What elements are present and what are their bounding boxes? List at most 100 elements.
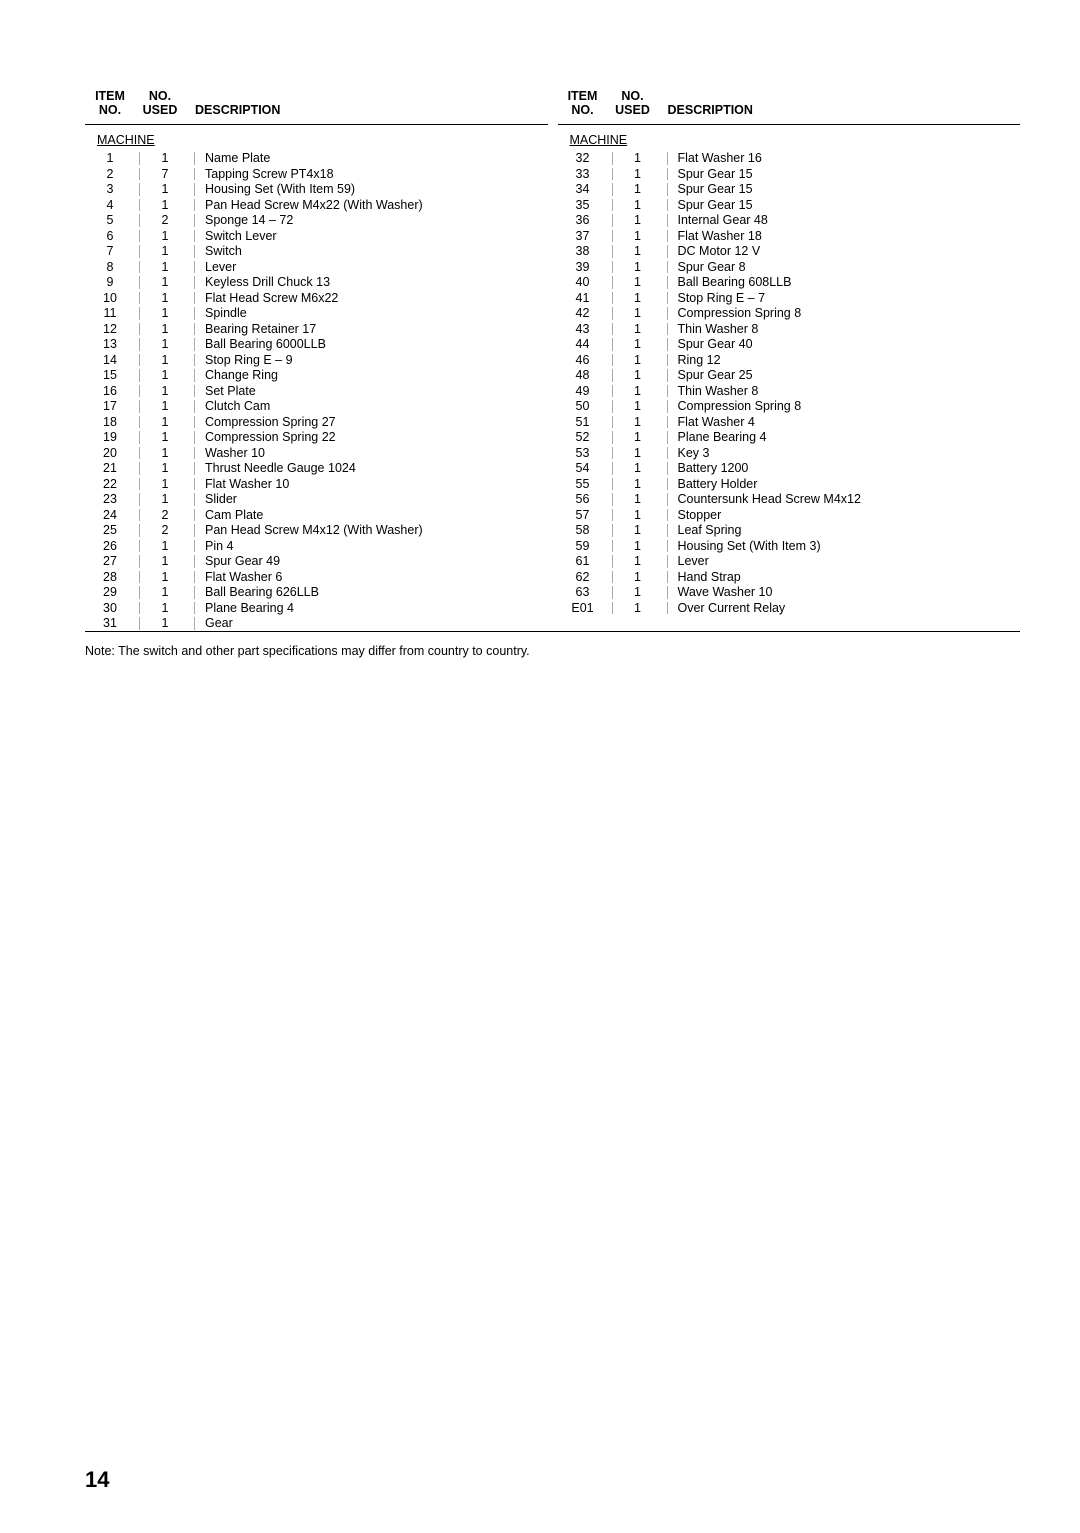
cell-description: Ball Bearing 608LLB: [668, 276, 1021, 289]
table-row: 252Pan Head Screw M4x12 (With Washer): [85, 523, 548, 539]
header-used-line2: USED: [143, 103, 178, 117]
cell-item-no: 63: [558, 586, 613, 599]
cell-item-no: 16: [85, 385, 140, 398]
cell-no-used: 1: [613, 571, 668, 584]
cell-no-used: 1: [140, 183, 195, 196]
cell-description: Pan Head Screw M4x12 (With Washer): [195, 524, 548, 537]
cell-item-no: 37: [558, 230, 613, 243]
cell-no-used: 1: [613, 323, 668, 336]
cell-description: Plane Bearing 4: [668, 431, 1021, 444]
table-row: 361Internal Gear 48: [558, 213, 1021, 229]
cell-description: Clutch Cam: [195, 400, 548, 413]
cell-item-no: 29: [85, 586, 140, 599]
cell-item-no: 54: [558, 462, 613, 475]
cell-description: Stopper: [668, 509, 1021, 522]
table-row: 531Key 3: [558, 445, 1021, 461]
cell-description: Over Current Relay: [668, 602, 1021, 615]
cell-no-used: 1: [613, 261, 668, 274]
cell-item-no: 26: [85, 540, 140, 553]
table-row: 511Flat Washer 4: [558, 414, 1021, 430]
table-row: 311Gear: [85, 616, 548, 632]
table-row: 221Flat Washer 10: [85, 476, 548, 492]
cell-item-no: 32: [558, 152, 613, 165]
cell-description: Keyless Drill Chuck 13: [195, 276, 548, 289]
cell-no-used: 1: [613, 462, 668, 475]
cell-item-no: 15: [85, 369, 140, 382]
cell-item-no: 40: [558, 276, 613, 289]
cell-item-no: 24: [85, 509, 140, 522]
cell-description: Cam Plate: [195, 509, 548, 522]
cell-no-used: 1: [613, 168, 668, 181]
cell-description: Flat Washer 4: [668, 416, 1021, 429]
cell-item-no: 58: [558, 524, 613, 537]
cell-no-used: 1: [140, 261, 195, 274]
cell-no-used: 1: [140, 447, 195, 460]
cell-no-used: 1: [140, 292, 195, 305]
cell-description: DC Motor 12 V: [668, 245, 1021, 258]
parts-table: ITEM NO. NO. USED DESCRIPTION MACHINE 11…: [85, 90, 1020, 632]
column-header: ITEM NO. NO. USED DESCRIPTION: [558, 90, 1021, 125]
cell-item-no: 51: [558, 416, 613, 429]
cell-description: Flat Washer 18: [668, 230, 1021, 243]
cell-no-used: 1: [613, 586, 668, 599]
cell-description: Lever: [668, 555, 1021, 568]
cell-no-used: 1: [140, 369, 195, 382]
cell-item-no: 27: [85, 555, 140, 568]
cell-no-used: 1: [613, 416, 668, 429]
cell-description: Spindle: [195, 307, 548, 320]
cell-item-no: 33: [558, 168, 613, 181]
cell-item-no: 3: [85, 183, 140, 196]
cell-no-used: 1: [613, 152, 668, 165]
cell-item-no: 42: [558, 307, 613, 320]
header-desc-text: DESCRIPTION: [195, 103, 280, 117]
cell-no-used: 1: [613, 338, 668, 351]
table-row: 151Change Ring: [85, 368, 548, 384]
cell-no-used: 1: [613, 199, 668, 212]
cell-item-no: 2: [85, 168, 140, 181]
cell-no-used: 1: [140, 230, 195, 243]
table-row: 571Stopper: [558, 507, 1021, 523]
table-row: 411Stop Ring E – 7: [558, 290, 1021, 306]
cell-item-no: 31: [85, 617, 140, 630]
cell-description: Slider: [195, 493, 548, 506]
cell-item-no: 30: [85, 602, 140, 615]
table-row: 27Tapping Screw PT4x18: [85, 166, 548, 182]
cell-description: Spur Gear 15: [668, 183, 1021, 196]
cell-item-no: 25: [85, 524, 140, 537]
table-row: 261Pin 4: [85, 538, 548, 554]
cell-description: Housing Set (With Item 59): [195, 183, 548, 196]
cell-item-no: 7: [85, 245, 140, 258]
cell-item-no: 38: [558, 245, 613, 258]
cell-no-used: 1: [140, 152, 195, 165]
cell-no-used: 1: [140, 617, 195, 630]
cell-no-used: 1: [613, 493, 668, 506]
cell-no-used: 1: [140, 493, 195, 506]
cell-item-no: 52: [558, 431, 613, 444]
header-desc-text: DESCRIPTION: [668, 103, 753, 117]
table-row: 441Spur Gear 40: [558, 337, 1021, 353]
table-row: 161Set Plate: [85, 383, 548, 399]
cell-item-no: 57: [558, 509, 613, 522]
cell-description: Housing Set (With Item 3): [668, 540, 1021, 553]
cell-no-used: 1: [140, 338, 195, 351]
cell-item-no: 4: [85, 199, 140, 212]
cell-description: Stop Ring E – 7: [668, 292, 1021, 305]
header-no-used: NO. USED: [135, 90, 185, 118]
cell-no-used: 1: [140, 400, 195, 413]
table-row: 91Keyless Drill Chuck 13: [85, 275, 548, 291]
cell-description: Spur Gear 15: [668, 199, 1021, 212]
cell-item-no: 49: [558, 385, 613, 398]
cell-description: Tapping Screw PT4x18: [195, 168, 548, 181]
table-row: 121Bearing Retainer 17: [85, 321, 548, 337]
cell-item-no: 61: [558, 555, 613, 568]
cell-description: Ball Bearing 6000LLB: [195, 338, 548, 351]
cell-item-no: 28: [85, 571, 140, 584]
cell-description: Flat Head Screw M6x22: [195, 292, 548, 305]
rows-container-right: 321Flat Washer 16331Spur Gear 15341Spur …: [558, 151, 1021, 616]
cell-description: Battery 1200: [668, 462, 1021, 475]
cell-description: Compression Spring 27: [195, 416, 548, 429]
cell-no-used: 1: [613, 307, 668, 320]
cell-no-used: 1: [140, 416, 195, 429]
cell-no-used: 1: [613, 369, 668, 382]
cell-description: Name Plate: [195, 152, 548, 165]
